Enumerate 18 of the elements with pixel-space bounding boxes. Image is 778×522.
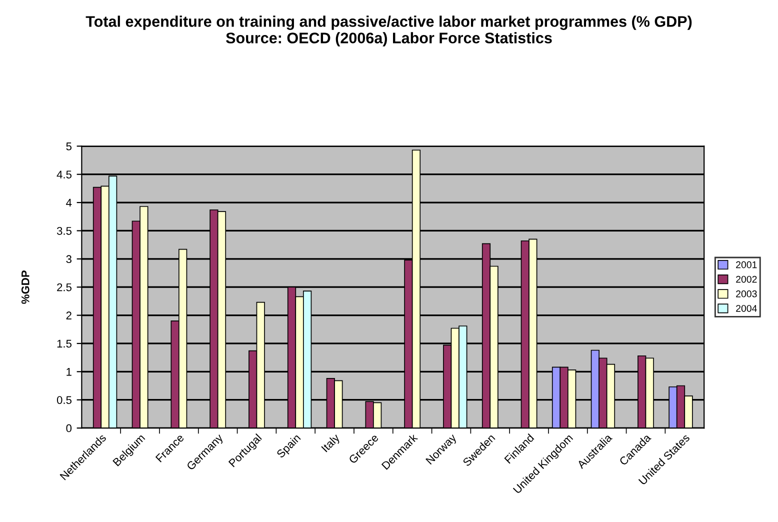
y-tick-label: 5 bbox=[66, 142, 72, 150]
legend-label: 2001 bbox=[736, 261, 757, 268]
y-tick-label: 2 bbox=[66, 312, 72, 320]
y-tick-label: 4.5 bbox=[56, 170, 72, 178]
y-tick-label: 2.5 bbox=[57, 283, 72, 292]
y-tick-label: 1 bbox=[66, 368, 72, 376]
x-tick-label: Italy bbox=[320, 432, 342, 454]
legend-label: 2002 bbox=[736, 276, 757, 283]
y-tick-label: 0 bbox=[66, 424, 72, 432]
y-tick-label: 0.5 bbox=[56, 396, 72, 404]
y-tick-label: 4 bbox=[66, 198, 72, 207]
legend-label: 2004 bbox=[736, 304, 757, 312]
y-axis-title: %GDP bbox=[21, 270, 30, 304]
chart-title: Total expenditure on training and passive/active labor market programmes (% GDP) Source: OECD (2006a) Labor Force Statistics bbox=[86, 16, 692, 46]
legend-label: 2003 bbox=[736, 290, 757, 298]
y-tick-label: 1.5 bbox=[57, 340, 72, 348]
y-tick-label: 3 bbox=[66, 255, 72, 264]
y-tick-label: 3.5 bbox=[56, 226, 72, 235]
